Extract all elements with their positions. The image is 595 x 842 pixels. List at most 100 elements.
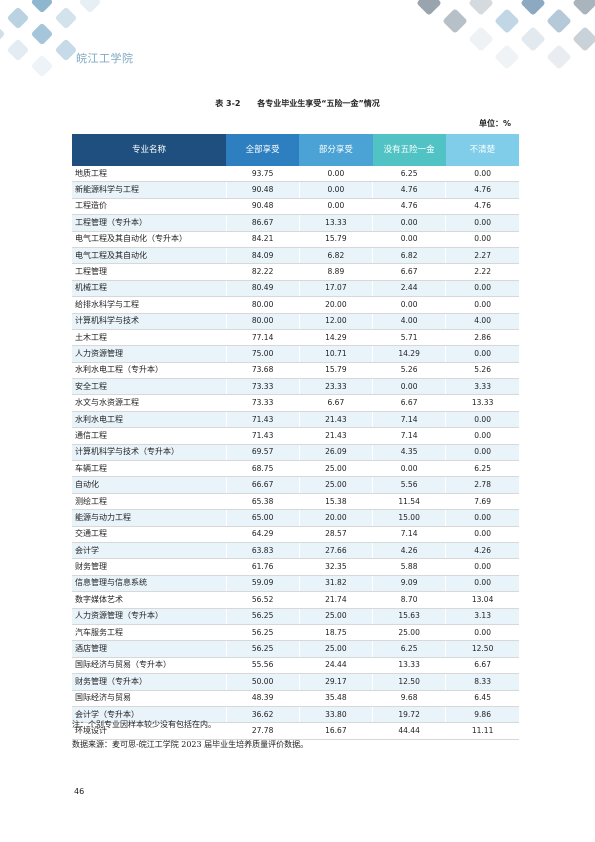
cell-value: 21.74 xyxy=(299,591,374,609)
table-row: 安全工程 73.33 23.33 0.00 3.33 xyxy=(72,378,519,396)
cell-value: 15.38 xyxy=(299,493,374,511)
table-row: 车辆工程 68.75 25.00 0.00 6.25 xyxy=(72,460,519,478)
cell-value: 3.13 xyxy=(445,608,519,625)
cell-major-name: 电气工程及其自动化（专升本） xyxy=(72,231,227,248)
table-row: 自动化 66.67 25.00 5.56 2.78 xyxy=(72,476,519,494)
cell-value: 14.29 xyxy=(299,329,374,347)
cell-major-name: 工程管理（专升本） xyxy=(72,214,227,232)
cell-value: 50.00 xyxy=(226,673,300,691)
cell-major-name: 会计学 xyxy=(72,542,227,560)
cell-value: 0.00 xyxy=(445,214,519,232)
cell-value: 13.04 xyxy=(445,591,519,609)
cell-major-name: 信息管理与信息系统 xyxy=(72,575,227,593)
table-row: 能源与动力工程 65.00 20.00 15.00 0.00 xyxy=(72,509,519,527)
table-body: 地质工程 93.75 0.00 6.25 0.00 新能源科学与工程 90.48 0.00 4.… xyxy=(72,166,519,740)
table-row: 水利水电工程 71.43 21.43 7.14 0.00 xyxy=(72,411,519,429)
cell-major-name: 计算机科学与技术（专升本） xyxy=(72,444,227,462)
cell-value: 12.50 xyxy=(445,640,519,658)
page-number: 46 xyxy=(74,787,85,796)
cell-major-name: 给排水科学与工程 xyxy=(72,296,227,314)
cell-major-name: 酒店管理 xyxy=(72,640,227,658)
cell-value: 14.29 xyxy=(372,345,447,363)
table-note: 注：个别专业因样本较少没有包括在内。 xyxy=(72,720,216,729)
cell-value: 5.71 xyxy=(372,329,447,347)
cell-major-name: 安全工程 xyxy=(72,378,227,396)
cell-value: 0.00 xyxy=(445,231,519,248)
cell-value: 23.33 xyxy=(299,378,374,396)
table-row: 环境设计 27.78 16.67 44.44 11.11 xyxy=(72,722,519,740)
cell-value: 5.26 xyxy=(445,362,519,380)
cell-value: 13.33 xyxy=(445,394,519,412)
cell-value: 5.56 xyxy=(372,476,447,494)
cell-value: 0.00 xyxy=(445,558,519,576)
cell-value: 25.00 xyxy=(372,624,447,642)
cell-value: 56.52 xyxy=(226,591,300,609)
cell-major-name: 自动化 xyxy=(72,476,227,494)
table-row: 水文与水资源工程 73.33 6.67 6.67 13.33 xyxy=(72,394,519,412)
cell-value: 4.00 xyxy=(372,313,447,330)
cell-value: 27.78 xyxy=(226,722,300,740)
table-caption: 表 3-2 各专业毕业生享受“五险一金”情况 xyxy=(0,98,595,109)
cell-value: 55.56 xyxy=(226,657,300,675)
table-row: 机械工程 80.49 17.07 2.44 0.00 xyxy=(72,280,519,298)
cell-value: 73.68 xyxy=(226,362,300,380)
cell-value: 4.76 xyxy=(445,181,519,199)
cell-value: 4.00 xyxy=(445,313,519,330)
cell-value: 9.09 xyxy=(372,575,447,593)
table-row: 通信工程 71.43 21.43 7.14 0.00 xyxy=(72,427,519,445)
table-row: 给排水科学与工程 80.00 20.00 0.00 0.00 xyxy=(72,296,519,314)
cell-value: 25.00 xyxy=(299,640,374,658)
cell-value: 15.00 xyxy=(372,509,447,527)
cell-value: 11.11 xyxy=(445,722,519,740)
cell-value: 6.82 xyxy=(372,247,447,265)
cell-major-name: 人力资源管理 xyxy=(72,345,227,363)
cell-value: 7.14 xyxy=(372,427,447,445)
cell-value: 0.00 xyxy=(445,411,519,429)
cell-major-name: 土木工程 xyxy=(72,329,227,347)
table-row: 工程管理 82.22 8.89 6.67 2.22 xyxy=(72,263,519,281)
table-row: 交通工程 64.29 28.57 7.14 0.00 xyxy=(72,526,519,543)
cell-value: 4.26 xyxy=(445,542,519,560)
table-row: 测绘工程 65.38 15.38 11.54 7.69 xyxy=(72,493,519,511)
cell-value: 31.82 xyxy=(299,575,374,593)
cell-major-name: 国际经济与贸易（专升本） xyxy=(72,657,227,675)
table-row: 汽车服务工程 56.25 18.75 25.00 0.00 xyxy=(72,624,519,642)
cell-value: 15.63 xyxy=(372,608,447,625)
cell-major-name: 水文与水资源工程 xyxy=(72,394,227,412)
cell-value: 73.33 xyxy=(226,378,300,396)
cell-value: 7.14 xyxy=(372,526,447,543)
table-row: 电气工程及其自动化 84.09 6.82 6.82 2.27 xyxy=(72,247,519,265)
header-none: 没有五险一金 xyxy=(372,134,446,166)
table-row: 水利水电工程（专升本） 73.68 15.79 5.26 5.26 xyxy=(72,362,519,380)
table-header-row: 专业名称 全部享受 部分享受 没有五险一金 不清楚 xyxy=(72,134,519,166)
cell-value: 12.50 xyxy=(372,673,447,691)
cell-value: 13.33 xyxy=(299,214,374,232)
cell-value: 2.27 xyxy=(445,247,519,265)
table-row: 计算机科学与技术（专升本） 69.57 26.09 4.35 0.00 xyxy=(72,444,519,462)
cell-value: 4.76 xyxy=(372,181,447,199)
cell-value: 0.00 xyxy=(445,624,519,642)
cell-value: 4.76 xyxy=(445,198,519,216)
cell-value: 2.86 xyxy=(445,329,519,347)
table-row: 地质工程 93.75 0.00 6.25 0.00 xyxy=(72,166,519,183)
cell-value: 0.00 xyxy=(445,509,519,527)
cell-value: 10.71 xyxy=(299,345,374,363)
cell-value: 0.00 xyxy=(372,378,447,396)
cell-major-name: 新能源科学与工程 xyxy=(72,181,227,199)
table-row: 工程管理（专升本） 86.67 13.33 0.00 0.00 xyxy=(72,214,519,232)
cell-major-name: 地质工程 xyxy=(72,166,227,183)
table-row: 数字媒体艺术 56.52 21.74 8.70 13.04 xyxy=(72,591,519,609)
cell-value: 6.25 xyxy=(372,640,447,658)
table-row: 人力资源管理（专升本） 56.25 25.00 15.63 3.13 xyxy=(72,608,519,625)
table-row: 工程造价 90.48 0.00 4.76 4.76 xyxy=(72,198,519,216)
cell-value: 93.75 xyxy=(226,166,300,183)
header-partial: 部分享受 xyxy=(299,134,373,166)
table-number: 表 3-2 xyxy=(215,99,241,108)
cell-value: 65.00 xyxy=(226,509,300,527)
cell-value: 26.09 xyxy=(299,444,374,462)
cell-value: 18.75 xyxy=(299,624,374,642)
cell-value: 21.43 xyxy=(299,427,374,445)
cell-value: 20.00 xyxy=(299,509,374,527)
cell-value: 12.00 xyxy=(299,313,374,330)
cell-value: 0.00 xyxy=(372,296,447,314)
